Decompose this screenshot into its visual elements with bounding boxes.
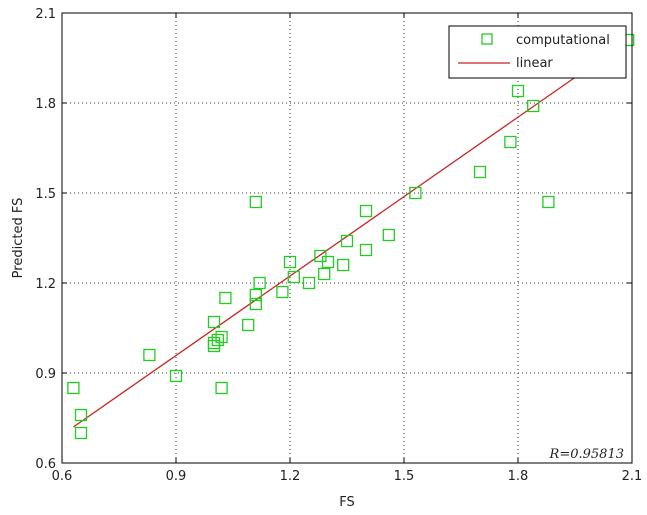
x-tick-label: 2.1 xyxy=(622,469,643,484)
data-point xyxy=(287,270,300,284)
data-point xyxy=(249,297,262,311)
grid-lines xyxy=(62,13,632,463)
data-point xyxy=(340,234,354,248)
data-point xyxy=(318,267,331,281)
x-axis-label: FS xyxy=(339,495,355,510)
data-point xyxy=(337,258,350,272)
data-point xyxy=(215,381,228,395)
y-tick-label: 1.2 xyxy=(35,277,56,292)
data-point xyxy=(219,291,232,305)
data-point xyxy=(359,243,373,257)
x-tick-label: 1.2 xyxy=(280,469,301,484)
data-point xyxy=(321,255,335,269)
data-point xyxy=(473,165,487,179)
data-point xyxy=(169,369,183,383)
data-point xyxy=(409,186,422,200)
x-tick-label: 1.8 xyxy=(508,469,529,484)
y-tick-labels: 0.6 0.9 1.2 1.5 1.8 2.1 xyxy=(35,7,56,472)
legend-marker-computational xyxy=(481,33,493,45)
legend-label-computational: computational xyxy=(516,33,610,48)
data-point xyxy=(527,99,540,113)
data-point xyxy=(211,333,224,347)
legend-box xyxy=(448,25,627,79)
data-point xyxy=(67,381,80,395)
data-point xyxy=(74,408,88,422)
plot-frame xyxy=(61,12,633,464)
data-point xyxy=(74,426,88,440)
plot-area xyxy=(62,13,632,463)
x-tick-label: 1.5 xyxy=(394,469,415,484)
data-point xyxy=(215,330,228,344)
data-point xyxy=(359,204,373,218)
data-point xyxy=(302,276,316,290)
data-point xyxy=(249,288,262,302)
points-layer xyxy=(67,33,635,440)
y-tick-label: 0.6 xyxy=(35,457,56,472)
r-annotation: R=0.95813 xyxy=(549,447,624,462)
x-tick-label: 0.6 xyxy=(52,469,73,484)
data-point xyxy=(542,195,555,209)
y-tick-label: 2.1 xyxy=(35,7,56,22)
legend-label-linear: linear xyxy=(516,56,553,71)
tick-marks xyxy=(61,12,633,464)
data-point xyxy=(249,195,262,209)
x-tick-label: 0.9 xyxy=(166,469,187,484)
data-point xyxy=(283,255,297,269)
y-tick-label: 1.8 xyxy=(35,97,56,112)
y-tick-label: 0.9 xyxy=(35,367,56,382)
data-point xyxy=(207,315,221,329)
legend: computational linear xyxy=(448,25,627,79)
data-point xyxy=(253,276,266,290)
data-point xyxy=(276,285,289,299)
data-point xyxy=(511,84,525,98)
data-point xyxy=(504,135,517,149)
y-axis-label: Predicted FS xyxy=(11,198,26,279)
data-point xyxy=(242,318,255,332)
data-point xyxy=(143,348,156,362)
y-tick-label: 1.5 xyxy=(35,187,56,202)
x-tick-labels: 0.6 0.9 1.2 1.5 1.8 2.1 xyxy=(52,469,643,484)
data-point xyxy=(382,228,395,242)
